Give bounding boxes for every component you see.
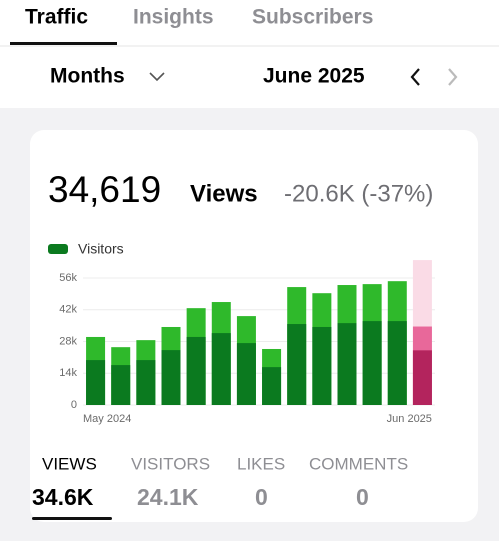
visitors-bar (312, 326, 332, 405)
headline-label: Views (190, 180, 258, 207)
x-tick-label: Jun 2025 (387, 413, 432, 425)
y-tick-label: 56k (59, 272, 77, 284)
legend-swatch (48, 244, 68, 254)
visitors-bar (262, 367, 282, 405)
visitors-bar (236, 343, 256, 405)
y-tick-label: 28k (59, 335, 77, 347)
y-tick-label: 42k (59, 304, 77, 316)
summary-value: 0 (356, 484, 369, 510)
x-tick-label: May 2024 (83, 413, 131, 425)
period-current: June 2025 (263, 65, 365, 88)
legend-label: Visitors (78, 241, 124, 257)
visitors-bar (161, 350, 181, 405)
summary-label[interactable]: VISITORS (131, 454, 210, 473)
tab-insights[interactable]: Insights (133, 6, 214, 29)
tab-underline (10, 42, 117, 45)
headline-change: -20.6K (-37%) (284, 180, 433, 207)
prev-button[interactable] (410, 68, 420, 86)
summary: VIEWS 34.6K VISITORS 24.1K LIKES 0 COMMENTS 0 (32, 454, 408, 510)
headline-value: 34,619 (48, 169, 161, 210)
summary-underline (32, 517, 112, 520)
period-unit[interactable]: Months (50, 65, 125, 88)
visitors-bar (136, 360, 156, 405)
visitors-bar (287, 324, 307, 405)
tab-subscribers[interactable]: Subscribers (252, 6, 373, 29)
summary-value: 0 (255, 484, 268, 510)
visitors-bar (387, 321, 407, 405)
visitors-bar (337, 323, 357, 405)
dropdown-icon[interactable] (149, 72, 165, 82)
summary-value: 24.1K (137, 484, 199, 510)
visitors-bar (186, 336, 206, 405)
chart: 0 14k 28k 42k 56k Visitors May 2024 Jun 2025 (48, 241, 435, 425)
y-tick-label: 14k (59, 367, 77, 379)
summary-label[interactable]: COMMENTS (309, 454, 408, 473)
visitors-bar (111, 365, 131, 405)
summary-label[interactable]: VIEWS (42, 454, 97, 473)
visitors-bar (362, 321, 382, 405)
visitors-bar (86, 360, 106, 405)
next-button[interactable] (448, 68, 458, 86)
y-tick-label: 0 (71, 399, 77, 411)
tab-traffic[interactable]: Traffic (25, 6, 88, 29)
visitors-bar (211, 333, 231, 405)
summary-value: 34.6K (32, 484, 94, 510)
summary-label[interactable]: LIKES (237, 454, 285, 473)
visitors-bar (412, 350, 432, 405)
